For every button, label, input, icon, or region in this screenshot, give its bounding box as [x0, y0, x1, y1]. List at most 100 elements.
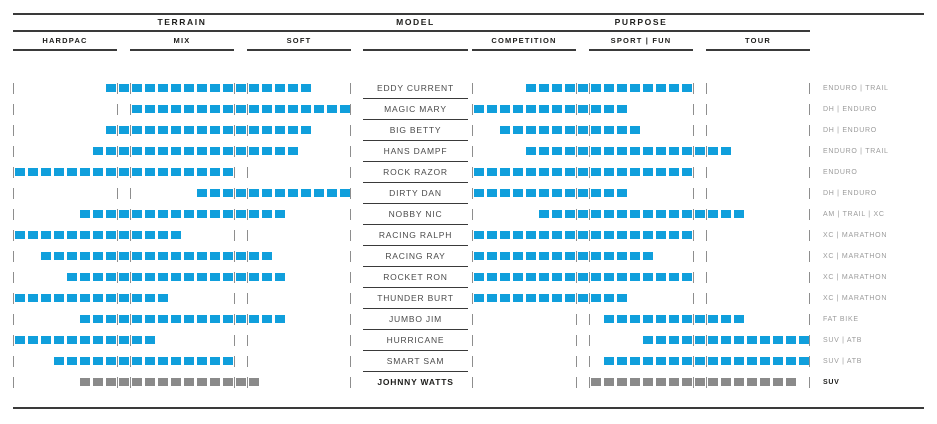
bar-square: [487, 231, 497, 239]
bar-square: [656, 357, 666, 365]
bar-square: [80, 294, 90, 302]
section-tick: [234, 230, 235, 241]
bar-square: [474, 231, 484, 239]
bar-square: [171, 378, 181, 386]
bar-square: [210, 273, 220, 281]
bar-square: [184, 105, 194, 113]
section-tick: [809, 251, 810, 262]
bar-square: [314, 189, 324, 197]
bar-square: [747, 378, 757, 386]
bar-square: [526, 105, 536, 113]
section-tick: [350, 167, 351, 178]
bar-square: [695, 210, 705, 218]
bar-square: [132, 252, 142, 260]
bar-square: [552, 294, 562, 302]
bar-square: [236, 126, 246, 134]
bar-square: [184, 84, 194, 92]
bar-square: [132, 357, 142, 365]
bar-square: [604, 210, 614, 218]
bar-square: [682, 357, 692, 365]
section-tick: [117, 146, 118, 157]
section-tick: [130, 209, 131, 220]
bar-square: [500, 231, 510, 239]
bar-square: [552, 210, 562, 218]
bar-square: [145, 84, 155, 92]
bar-square: [630, 210, 640, 218]
discipline-label: XC | MARATHON: [823, 295, 888, 302]
bar-square: [643, 357, 653, 365]
table-row: ROCK RAZOR ENDURO: [0, 162, 937, 183]
bar-square: [604, 168, 614, 176]
bar-square: [695, 357, 705, 365]
bar-square: [275, 315, 285, 323]
section-tick: [693, 377, 694, 388]
bar-square: [197, 210, 207, 218]
section-tick: [706, 83, 707, 94]
bar-square: [41, 168, 51, 176]
section-tick: [589, 167, 590, 178]
bar-square: [54, 336, 64, 344]
bar-square: [591, 252, 601, 260]
bar-square: [617, 378, 627, 386]
bar-square: [145, 378, 155, 386]
bar-square: [249, 105, 259, 113]
bar-square: [15, 231, 25, 239]
bar-square: [223, 84, 233, 92]
bar-square: [578, 189, 588, 197]
table-row: MAGIC MARY DH | ENDURO: [0, 99, 937, 120]
bar-square: [275, 147, 285, 155]
bar-square: [210, 357, 220, 365]
section-tick: [589, 83, 590, 94]
section-tick: [130, 188, 131, 199]
terrain-bar: [13, 372, 352, 393]
terrain-bar: [13, 141, 352, 162]
purpose-bar: [472, 183, 811, 204]
bar-square: [275, 189, 285, 197]
bar-square: [80, 210, 90, 218]
bar-square: [41, 294, 51, 302]
model-name: NOBBY NIC: [363, 204, 468, 225]
bar-square: [539, 273, 549, 281]
section-tick: [809, 125, 810, 136]
bar-square: [119, 378, 129, 386]
bar-square: [669, 378, 679, 386]
bar-square: [630, 273, 640, 281]
bar-square: [262, 126, 272, 134]
bar-square: [210, 126, 220, 134]
bar-square: [786, 378, 796, 386]
bar-square: [119, 84, 129, 92]
bar-square: [67, 231, 77, 239]
section-tick: [706, 335, 707, 346]
bar-square: [106, 231, 116, 239]
bar-square: [578, 210, 588, 218]
section-tick: [234, 314, 235, 325]
bar-square: [93, 336, 103, 344]
bar-square: [184, 315, 194, 323]
bar-square: [54, 231, 64, 239]
section-tick: [706, 167, 707, 178]
section-tick: [589, 356, 590, 367]
purpose-bar: [472, 267, 811, 288]
section-tick: [117, 209, 118, 220]
section-tick: [589, 209, 590, 220]
section-tick: [472, 251, 473, 262]
section-tick: [247, 335, 248, 346]
bar-square: [236, 273, 246, 281]
bar-square: [119, 126, 129, 134]
table-row: SMART SAM SUV | ATB: [0, 351, 937, 372]
bar-square: [539, 231, 549, 239]
section-tick: [472, 377, 473, 388]
section-tick: [130, 272, 131, 283]
bar-square: [314, 105, 324, 113]
table-row: NOBBY NIC AM | TRAIL | XC: [0, 204, 937, 225]
subheader-tour: TOUR: [745, 36, 771, 45]
bar-square: [210, 168, 220, 176]
bar-square: [15, 168, 25, 176]
section-tick: [247, 314, 248, 325]
bar-square: [526, 252, 536, 260]
bar-square: [93, 378, 103, 386]
bar-square: [721, 357, 731, 365]
bar-square: [236, 84, 246, 92]
bar-square: [656, 168, 666, 176]
